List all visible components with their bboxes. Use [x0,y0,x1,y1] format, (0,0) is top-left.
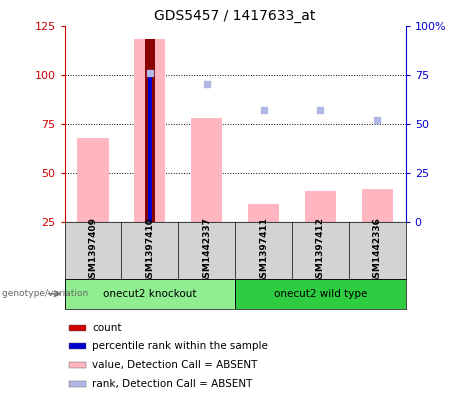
Text: GSM1442336: GSM1442336 [373,217,382,284]
Text: count: count [92,323,122,332]
Bar [235,279,406,309]
Bar [69,325,86,331]
Point [203,81,210,88]
Text: value, Detection Call = ABSENT: value, Detection Call = ABSENT [92,360,258,370]
Point [260,107,267,113]
Bar [361,189,393,222]
Text: onecut2 wild type: onecut2 wild type [274,289,367,299]
Bar [305,191,336,222]
Text: genotype/variation: genotype/variation [2,289,95,298]
Bar [65,279,235,309]
Text: onecut2 knockout: onecut2 knockout [103,289,196,299]
Text: GSM1442337: GSM1442337 [202,217,211,284]
Bar [191,118,222,222]
Bar [69,343,86,349]
Bar [77,138,109,222]
Text: GSM1397410: GSM1397410 [145,217,154,284]
Bar [248,204,279,222]
Bar [134,39,165,222]
Bar [148,73,152,222]
Title: GDS5457 / 1417633_at: GDS5457 / 1417633_at [154,9,316,23]
Text: GSM1397412: GSM1397412 [316,217,325,284]
Text: GSM1397409: GSM1397409 [89,217,97,284]
Text: rank, Detection Call = ABSENT: rank, Detection Call = ABSENT [92,379,253,389]
Point [146,70,154,76]
Text: percentile rank within the sample: percentile rank within the sample [92,342,268,351]
Point [373,117,381,123]
Text: GSM1397411: GSM1397411 [259,217,268,284]
Point [317,107,324,113]
Bar [69,362,86,368]
Bar [69,381,86,387]
Bar [145,39,155,222]
